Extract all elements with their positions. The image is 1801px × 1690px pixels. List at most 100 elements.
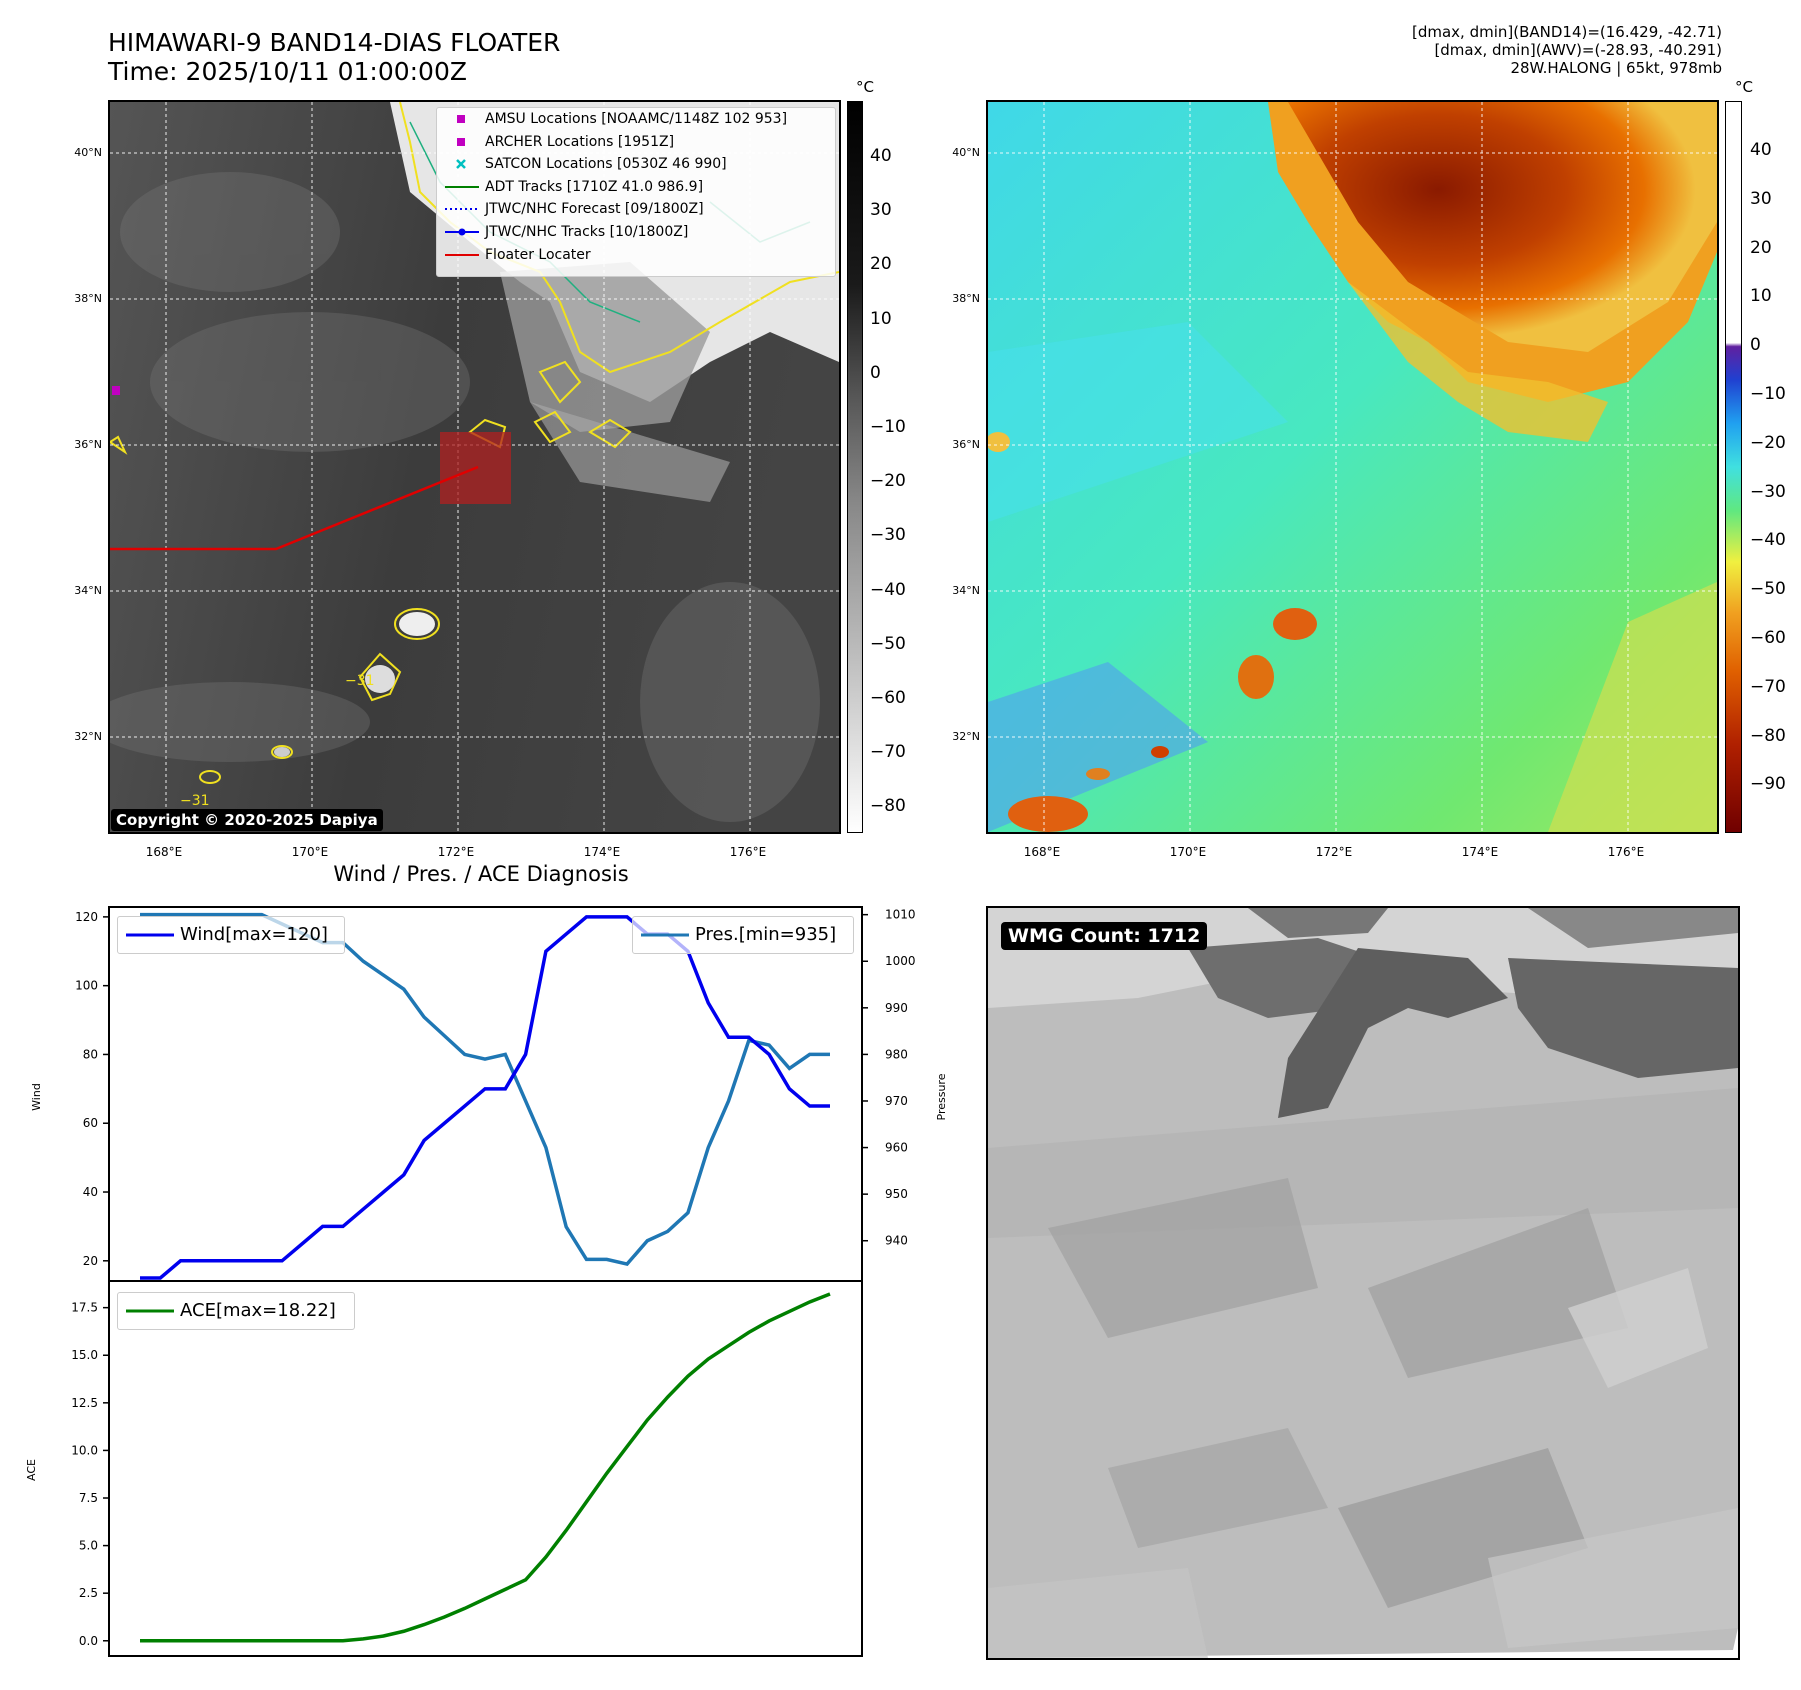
lon-label: 176°E [1607,845,1645,859]
colorbar-tick-label: −50 [870,633,906,654]
lat-label: 38°N [952,292,980,305]
map-legend: AMSU Locations [NOAAMC/1148Z 102 953] AR… [436,107,836,277]
wmg-count-badge: WMG Count: 1712 [1001,922,1208,950]
colorbar-unit: °C [856,78,874,96]
colorbar-tick-label: −20 [870,471,906,492]
pressure-axis-label: Pressure [935,1073,948,1120]
colorbar-tick-label: −60 [1750,628,1786,648]
legend-floater-label: Floater Locater [485,246,591,263]
ace-tick-label: 2.5 [79,1586,98,1600]
lat-label: 32°N [74,730,102,743]
lat-label: 38°N [74,292,102,305]
colorbar-tick-label: −60 [870,688,906,708]
info-band14: [dmax, dmin](BAND14)=(16.429, -42.71) [1411,23,1722,41]
lon-label: 170°E [291,845,329,859]
ace-tick-label: 0.0 [79,1634,98,1648]
pressure-line-icon [641,933,689,937]
lon-label: 174°E [583,845,621,859]
info-storm: 28W.HALONG | 65kt, 978mb [1510,59,1722,77]
contour-label-1: −31 [345,673,375,689]
pressure-series-line [140,912,830,1266]
wind-tick-label: 20 [83,1254,98,1268]
pressure-legend: Pres.[min=935] [632,916,854,954]
legend-forecast-label: JTWC/NHC Forecast [09/1800Z] [485,201,704,218]
colorbar-tick-label: −80 [870,796,906,817]
ace-ticks: 17.5 15.0 12.5 10.0 7.5 5.0 2.5 0.0 [71,1301,109,1648]
colorbar-tick-label: −40 [870,579,906,600]
lon-label: 174°E [1461,845,1499,859]
lat-label: 40°N [74,146,102,159]
diagnosis-title: Wind / Pres. / ACE Diagnosis [333,862,629,886]
legend-tracks-label: JTWC/NHC Tracks [10/1800Z] [485,223,689,240]
pressure-tick-label: 950 [885,1187,908,1201]
gray-colorbar [847,101,863,833]
copyright-badge: Copyright © 2020-2025 Dapiya [111,809,383,831]
colorbar-tick-label: −70 [1750,676,1786,697]
color-colorbar [1725,101,1742,833]
colorbar-tick-label: 30 [870,200,892,221]
wind-tick-label: 100 [75,979,98,993]
wind-ticks: 120 100 80 60 40 20 [75,910,109,1268]
lon-label: 170°E [1169,845,1207,859]
wind-line-icon [126,933,174,937]
archer-marker [112,386,120,395]
title-line-1: HIMAWARI-9 BAND14-DIAS FLOATER [108,28,561,57]
lon-label: 168°E [1023,845,1061,859]
x-marker-icon [445,153,479,175]
colorbar-tick-label: −50 [1750,579,1786,600]
pressure-tick-label: 940 [885,1234,908,1248]
ace-tick-label: 5.0 [79,1539,98,1553]
pressure-tick-label: 1000 [885,954,916,968]
lon-label: 172°E [1315,845,1353,859]
pressure-tick-label: 960 [885,1141,908,1155]
solid-line-icon [445,176,479,198]
pressure-tick-label: 1010 [885,908,916,922]
line-dot-icon [445,221,479,243]
wind-legend-label: Wind[max=120] [180,924,328,945]
colorbar-tick-label: 10 [870,308,892,329]
legend-satcon-label: SATCON Locations [0530Z 46 990] [485,156,727,173]
colorbar-tick-label: −20 [1750,432,1786,453]
legend-floater: Floater Locater [437,244,835,267]
ace-axis-label: ACE [25,1459,38,1481]
figure-title: HIMAWARI-9 BAND14-DIAS FLOATER Time: 202… [108,28,560,86]
lat-label: 34°N [952,584,980,597]
lat-label: 34°N [74,584,102,597]
red-line-icon [445,244,479,266]
legend-amsu-label: AMSU Locations [NOAAMC/1148Z 102 953] [485,111,788,127]
ace-tick-label: 17.5 [71,1301,98,1315]
legend-adt: ADT Tracks [1710Z 41.0 986.9] [437,176,835,199]
wind-tick-label: 120 [75,910,98,924]
ace-line-icon [126,1309,174,1313]
lat-label: 36°N [74,438,102,451]
legend-archer-label: ARCHER Locations [1951Z] [485,133,675,150]
ace-tick-label: 12.5 [71,1396,98,1410]
ace-tick-label: 7.5 [79,1491,98,1505]
colorbar-tick-label: −30 [1750,481,1786,502]
colorbar-tick-label: 40 [870,146,892,166]
legend-tracks: JTWC/NHC Tracks [10/1800Z] [437,221,835,244]
wind-legend: Wind[max=120] [117,916,345,954]
colorbar-tick-label: 10 [1750,286,1772,307]
colorbar-tick-label: 30 [1750,188,1772,209]
ace-tick-label: 15.0 [71,1348,98,1362]
pressure-tick-label: 990 [885,1001,908,1015]
ace-tick-label: 10.0 [71,1443,98,1457]
ace-line [140,1292,831,1643]
colorbar-tick-label: 20 [1750,237,1772,258]
ir-map-panel: −31 −31 AMSU Locations [NOAAMC/1148Z 102… [108,100,841,834]
colorbar-tick-label: 0 [870,362,881,383]
colorbar-tick-label: −70 [870,742,906,763]
ace-series-line [140,1292,831,1643]
pressure-legend-label: Pres.[min=935] [695,924,837,945]
lat-label: 36°N [952,438,980,451]
legend-forecast: JTWC/NHC Forecast [09/1800Z] [437,198,835,221]
lon-label: 168°E [145,845,183,859]
awv-map-panel [986,100,1719,834]
lat-label: 40°N [952,146,980,159]
pressure-ticks: 1010 1000 990 980 970 960 950 940 [862,908,916,1248]
ace-legend: ACE[max=18.22] [117,1292,355,1330]
colorbar-tick-label: −10 [870,417,906,437]
wind-tick-label: 60 [83,1116,98,1130]
wmg-image [988,908,1738,1658]
